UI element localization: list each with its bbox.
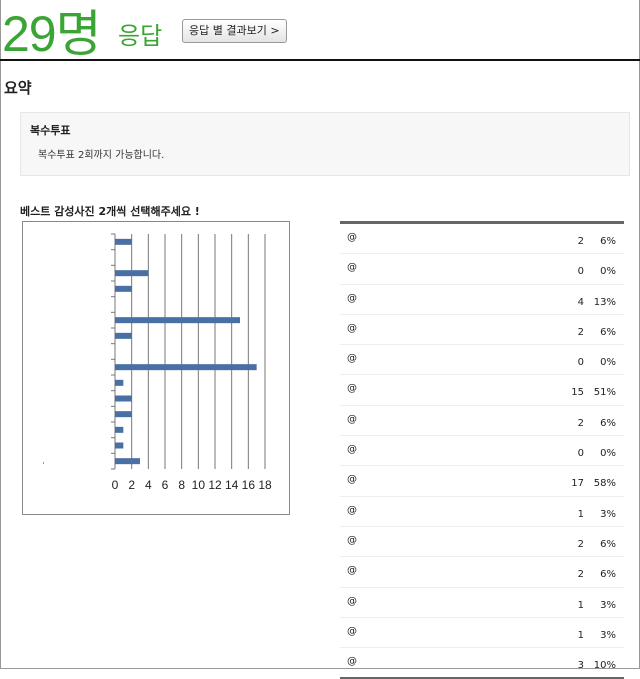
option-label: @ (347, 474, 357, 486)
option-percent: 3% (600, 508, 616, 520)
option-count: 2 (577, 326, 584, 338)
question-title: 베스트 감성사진 2개씩 선택해주세요 ! (20, 205, 200, 218)
bar (115, 332, 132, 339)
table-row: @17 58% (340, 466, 624, 497)
response-count: 29명 (2, 6, 102, 62)
table-row: @1 3% (340, 618, 624, 649)
option-count: 17 (571, 478, 584, 490)
table-row: @15 51% (340, 375, 624, 406)
option-percent: 3% (600, 629, 616, 641)
option-count: 4 (577, 296, 584, 308)
option-count: 1 (577, 508, 584, 520)
bar (115, 285, 132, 292)
bar (115, 364, 257, 371)
option-label: @ (347, 565, 357, 577)
option-count: 0 (577, 266, 584, 278)
option-count: 15 (571, 387, 584, 399)
table-row: @0 0% (340, 254, 624, 285)
table-row: @3 10% (340, 648, 624, 677)
bar (115, 426, 124, 433)
option-count: 2 (577, 236, 584, 247)
bar (115, 238, 132, 245)
x-tick-label: 8 (178, 478, 185, 492)
x-tick-label: 18 (258, 478, 272, 492)
table-row: @0 0% (340, 345, 624, 376)
option-label: @ (347, 534, 357, 546)
x-tick-label: 12 (208, 478, 222, 492)
option-label: @ (347, 232, 357, 243)
option-label: @ (347, 625, 357, 637)
section-title: 요약 (4, 79, 32, 97)
info-box-title: 복수투표 (30, 124, 71, 137)
option-count: 2 (577, 569, 584, 581)
table-row: @2 6% (340, 406, 624, 437)
option-percent: 3% (600, 599, 616, 611)
x-tick-label: 6 (162, 478, 169, 492)
option-label: @ (347, 292, 357, 304)
bar (115, 458, 140, 465)
divider (0, 59, 640, 61)
table-row: @1 3% (340, 588, 624, 618)
bar (115, 270, 149, 277)
bar (115, 395, 132, 402)
option-label: @ (347, 383, 357, 395)
chart-svg: 0 2 4 6 8 10 12 14 16 18 (43, 233, 272, 492)
option-count: 2 (577, 417, 584, 429)
option-count: 0 (577, 357, 584, 369)
option-count: 3 (577, 660, 584, 672)
option-label: @ (347, 595, 357, 607)
table-row: @2 6% (340, 527, 624, 558)
results-table: @2 6% @0 0% @4 13% @2 6% @0 0% @15 51% @2 6% @0 0% @17 58… (340, 221, 624, 679)
option-percent: 6% (600, 569, 616, 581)
x-tick-label: 2 (128, 478, 135, 492)
results-chart: 0 2 4 6 8 10 12 14 16 18 (22, 221, 290, 515)
option-percent: 10% (593, 660, 616, 672)
option-label: @ (347, 504, 357, 516)
table-row: @2 6% (340, 557, 624, 588)
info-box: 복수투표 복수투표 2회까지 가능합니다. (20, 112, 630, 176)
option-count: 1 (577, 629, 584, 641)
option-count: 0 (577, 448, 584, 460)
bar (115, 411, 132, 418)
option-percent: 51% (593, 387, 616, 399)
bar (115, 379, 124, 386)
bar (115, 317, 240, 324)
x-tick-label: 4 (145, 478, 152, 492)
info-box-text: 복수투표 2회까지 가능합니다. (38, 150, 165, 161)
axis-mark (43, 462, 44, 464)
table-row: @1 3% (340, 497, 624, 527)
option-percent: 6% (600, 326, 616, 338)
x-tick-label: 14 (225, 478, 239, 492)
x-tick-label: 0 (112, 478, 119, 492)
table-row: @2 6% (340, 224, 624, 255)
option-count: 1 (577, 599, 584, 611)
view-by-response-button[interactable]: 응답 별 결과보기 > (182, 19, 287, 43)
table-row: @4 13% (340, 285, 624, 315)
option-count: 2 (577, 538, 584, 550)
option-percent: 58% (593, 478, 616, 490)
x-tick-label: 16 (242, 478, 256, 492)
responses-label: 응답 (118, 22, 163, 50)
option-percent: 0% (600, 448, 616, 460)
table-row: @2 6% (340, 315, 624, 346)
option-percent: 6% (600, 236, 616, 247)
option-label: @ (347, 322, 357, 334)
option-label: @ (347, 413, 357, 425)
option-label: @ (347, 262, 357, 274)
option-label: @ (347, 353, 357, 365)
option-percent: 6% (600, 538, 616, 550)
x-tick-label: 10 (192, 478, 206, 492)
bar (115, 442, 124, 449)
option-percent: 0% (600, 357, 616, 369)
option-label: @ (347, 656, 357, 668)
option-percent: 13% (593, 296, 616, 308)
table-row: @0 0% (340, 436, 624, 467)
option-label: @ (347, 444, 357, 456)
option-percent: 0% (600, 266, 616, 278)
option-percent: 6% (600, 417, 616, 429)
